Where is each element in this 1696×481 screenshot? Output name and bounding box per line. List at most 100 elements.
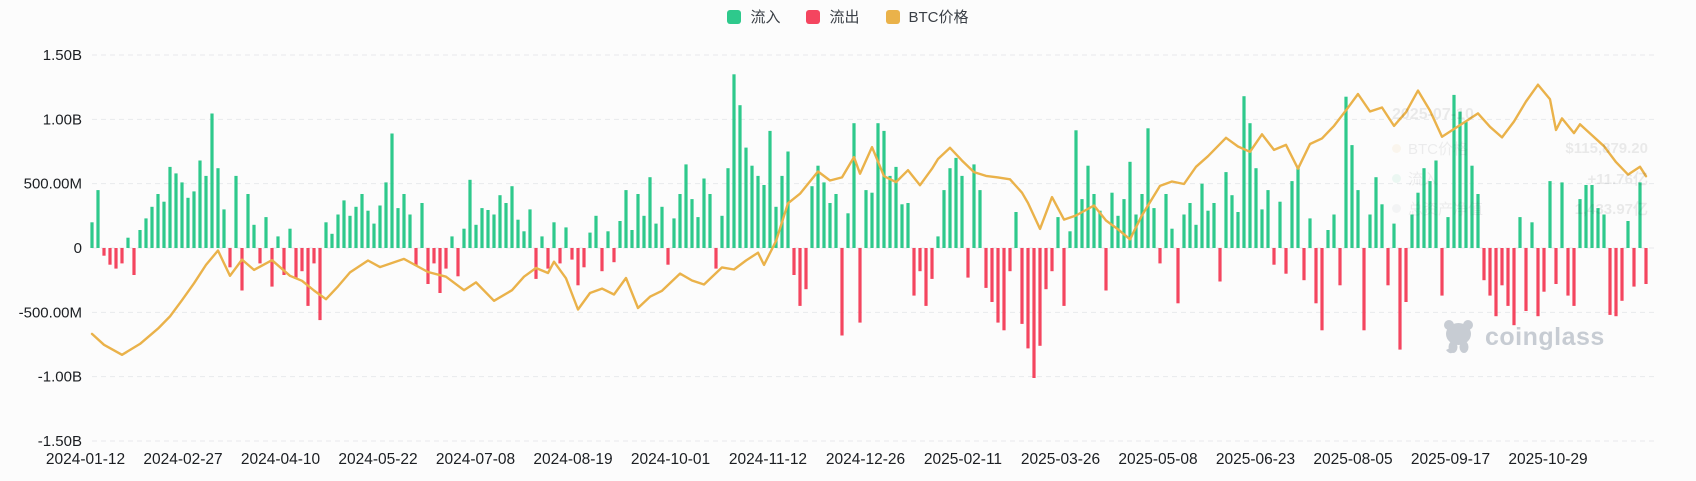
- outflow-bar[interactable]: [1512, 248, 1516, 326]
- inflow-bar[interactable]: [1308, 218, 1312, 248]
- outflow-bar[interactable]: [1218, 248, 1222, 282]
- outflow-bar[interactable]: [924, 248, 928, 306]
- inflow-bar[interactable]: [144, 218, 148, 248]
- legend-item-btc-price[interactable]: BTC价格: [885, 6, 969, 27]
- inflow-bar[interactable]: [642, 215, 646, 248]
- inflow-bar[interactable]: [1194, 224, 1198, 248]
- inflow-bar[interactable]: [366, 210, 370, 248]
- inflow-bar[interactable]: [1344, 96, 1348, 248]
- outflow-bar[interactable]: [1038, 248, 1042, 346]
- outflow-bar[interactable]: [444, 248, 448, 269]
- outflow-bar[interactable]: [1026, 248, 1030, 349]
- inflow-bar[interactable]: [906, 203, 910, 248]
- inflow-bar[interactable]: [816, 165, 820, 248]
- outflow-bar[interactable]: [306, 248, 310, 306]
- inflow-bar[interactable]: [1392, 223, 1396, 248]
- inflow-bar[interactable]: [354, 206, 358, 248]
- outflow-bar[interactable]: [1032, 248, 1036, 378]
- outflow-bar[interactable]: [300, 248, 304, 272]
- outflow-bar[interactable]: [1440, 248, 1444, 296]
- inflow-bar[interactable]: [618, 221, 622, 248]
- inflow-bar[interactable]: [744, 147, 748, 248]
- inflow-bar[interactable]: [390, 133, 394, 249]
- outflow-bar[interactable]: [312, 248, 316, 264]
- inflow-bar[interactable]: [1254, 168, 1258, 248]
- inflow-bar[interactable]: [1236, 212, 1240, 248]
- inflow-bar[interactable]: [1266, 190, 1270, 248]
- inflow-bar[interactable]: [324, 222, 328, 248]
- outflow-bar[interactable]: [1620, 248, 1624, 301]
- inflow-bar[interactable]: [1470, 165, 1474, 248]
- outflow-bar[interactable]: [558, 248, 562, 264]
- outflow-bar[interactable]: [570, 248, 574, 260]
- outflow-bar[interactable]: [1002, 248, 1006, 331]
- inflow-bar[interactable]: [948, 168, 952, 248]
- btc-price-line[interactable]: [90, 83, 1648, 356]
- outflow-bar[interactable]: [438, 248, 442, 293]
- outflow-bar[interactable]: [1494, 248, 1498, 317]
- outflow-bar[interactable]: [294, 248, 298, 279]
- inflow-bar[interactable]: [588, 232, 592, 248]
- inflow-bar[interactable]: [732, 74, 736, 248]
- outflow-bar[interactable]: [456, 248, 460, 277]
- inflow-bar[interactable]: [450, 236, 454, 248]
- outflow-bar[interactable]: [918, 248, 922, 272]
- outflow-bar[interactable]: [414, 248, 418, 266]
- outflow-bar[interactable]: [114, 248, 118, 269]
- outflow-bar[interactable]: [1614, 248, 1618, 317]
- inflow-bar[interactable]: [852, 123, 856, 248]
- outflow-bar[interactable]: [120, 248, 124, 264]
- inflow-bar[interactable]: [882, 130, 886, 248]
- inflow-bar[interactable]: [216, 168, 220, 248]
- inflow-bar[interactable]: [1464, 121, 1468, 248]
- outflow-bar[interactable]: [1302, 248, 1306, 281]
- inflow-bar[interactable]: [780, 175, 784, 248]
- outflow-bar[interactable]: [600, 248, 604, 272]
- inflow-bar[interactable]: [1140, 194, 1144, 248]
- inflow-bar[interactable]: [1356, 190, 1360, 248]
- inflow-bar[interactable]: [1332, 214, 1336, 249]
- inflow-bar[interactable]: [678, 194, 682, 248]
- outflow-bar[interactable]: [1272, 248, 1276, 265]
- inflow-bar[interactable]: [126, 237, 130, 248]
- outflow-bar[interactable]: [966, 248, 970, 278]
- inflow-bar[interactable]: [480, 208, 484, 248]
- outflow-bar[interactable]: [1608, 248, 1612, 315]
- outflow-bar[interactable]: [714, 248, 718, 269]
- outflow-bar[interactable]: [1554, 248, 1558, 284]
- outflow-bar[interactable]: [1020, 248, 1024, 324]
- inflow-bar[interactable]: [1092, 194, 1096, 248]
- inflow-bar[interactable]: [978, 190, 982, 248]
- outflow-bar[interactable]: [546, 248, 550, 269]
- inflow-bar[interactable]: [90, 222, 94, 248]
- inflow-bar[interactable]: [336, 214, 340, 249]
- inflow-bar[interactable]: [1122, 199, 1126, 248]
- inflow-bar[interactable]: [1452, 94, 1456, 249]
- inflow-bar[interactable]: [1080, 199, 1084, 248]
- inflow-bar[interactable]: [246, 194, 250, 248]
- inflow-bar[interactable]: [864, 190, 868, 248]
- inflow-bar[interactable]: [522, 231, 526, 248]
- outflow-bar[interactable]: [1050, 248, 1054, 272]
- outflow-bar[interactable]: [258, 248, 262, 264]
- outflow-bar[interactable]: [1644, 248, 1648, 284]
- inflow-bar[interactable]: [1110, 192, 1114, 248]
- inflow-bar[interactable]: [408, 214, 412, 249]
- outflow-bar[interactable]: [1566, 248, 1570, 296]
- inflow-bar[interactable]: [492, 214, 496, 249]
- outflow-bar[interactable]: [576, 248, 580, 286]
- inflow-bar[interactable]: [648, 177, 652, 248]
- inflow-bar[interactable]: [264, 217, 268, 248]
- inflow-bar[interactable]: [1590, 185, 1594, 248]
- outflow-bar[interactable]: [804, 248, 808, 290]
- outflow-bar[interactable]: [282, 248, 286, 275]
- inflow-bar[interactable]: [660, 206, 664, 248]
- inflow-bar[interactable]: [834, 194, 838, 248]
- outflow-bar[interactable]: [1536, 248, 1540, 317]
- inflow-bar[interactable]: [1416, 192, 1420, 248]
- inflow-bar[interactable]: [1116, 215, 1120, 248]
- inflow-bar[interactable]: [630, 230, 634, 248]
- outflow-bar[interactable]: [792, 248, 796, 275]
- inflow-bar[interactable]: [252, 224, 256, 248]
